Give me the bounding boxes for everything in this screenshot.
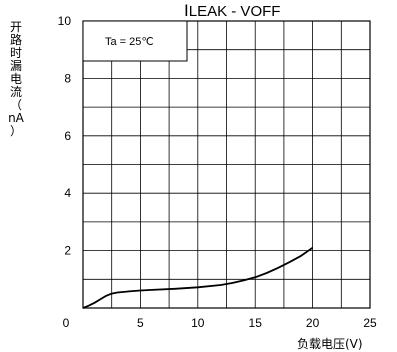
y-axis-label-char: 漏 [9,59,22,73]
x-tick-label: 0 [63,316,70,330]
y-tick-label: 8 [64,71,71,85]
chart-title-part: OFF [250,3,281,20]
y-axis-label-char: nA [8,111,24,125]
y-axis-label-char: （ [9,98,22,112]
chart-title-part: LEAK - V [188,3,251,20]
tick-labels: 0 5 10 15 20 25 2 4 6 8 10 [58,14,377,330]
leakage-current-line [82,246,314,309]
y-axis-label-char: 时 [9,46,22,60]
y-tick-label: 4 [64,186,71,200]
x-tick-label: 20 [306,316,320,330]
annotation-box [82,20,188,62]
x-tick-label: 10 [191,316,205,330]
annotation-label: Ta = 25℃ [105,36,154,48]
chart-title-part: I [184,1,189,20]
chart-title: ILEAK - VOFF [184,1,280,21]
y-axis-label-char: 流 [9,85,22,99]
grid [83,21,370,308]
x-tick-label: 5 [137,316,144,330]
x-tick-label: 15 [249,316,263,330]
series-line [82,246,314,309]
y-tick-label: 6 [64,129,71,143]
y-axis-label-char: 电 [9,72,22,86]
y-axis-label-char: 路 [9,33,22,47]
x-tick-label: 25 [363,316,377,330]
y-axis-label-char: 开 [9,20,22,34]
y-tick-label: 10 [58,14,72,28]
y-axis-label-char: ） [9,124,22,138]
plot-frame [82,20,371,309]
x-axis-label: 负载电压(V) [297,337,363,351]
y-tick-label: 2 [64,244,71,258]
